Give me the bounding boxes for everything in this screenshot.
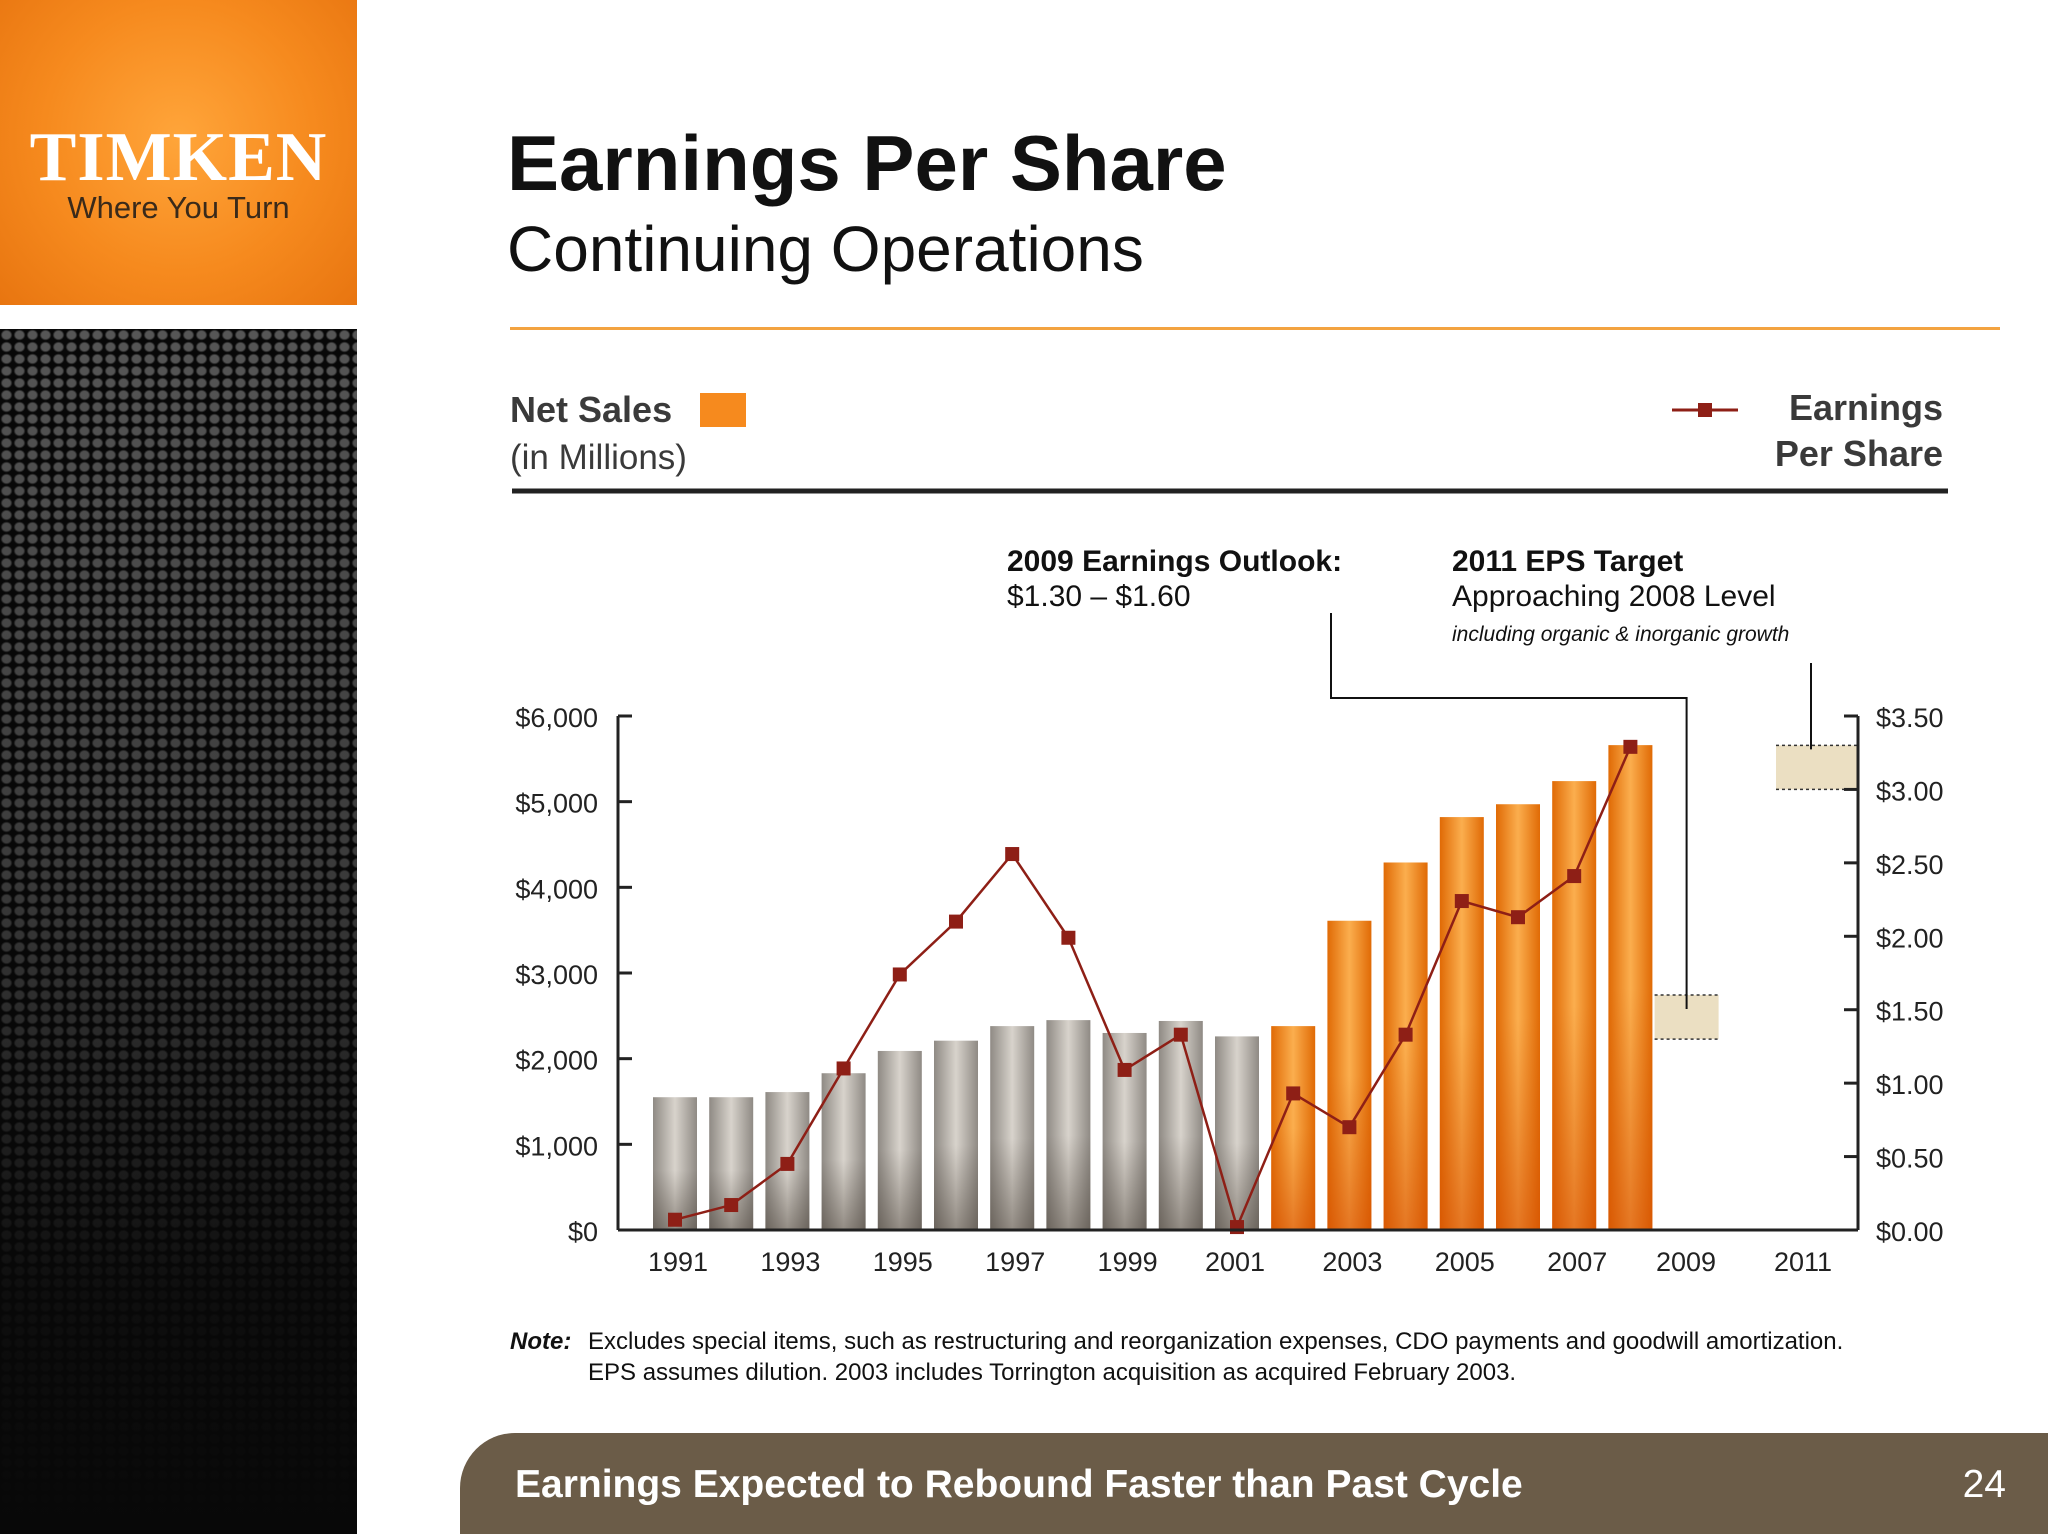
legend-bars-swatch	[700, 393, 746, 427]
footnote-line-2: EPS assumes dilution. 2003 includes Torr…	[588, 1359, 1517, 1386]
eps-point-2006	[1511, 910, 1525, 925]
right-tick-label-1: $0.50	[1876, 1144, 1944, 1174]
annotation-2011-subtext: including organic & inorganic growth	[1452, 623, 1789, 646]
net-sales-bar-shade-2001	[1215, 1036, 1259, 1230]
legend-bars-line1: Net Sales	[510, 389, 672, 430]
title-divider	[510, 327, 2000, 330]
eps-point-2007	[1567, 869, 1582, 884]
net-sales-bar-shade-2007	[1552, 781, 1597, 1230]
page-title: Earnings Per Share	[507, 119, 1227, 207]
legend-bars-line2: (in Millions)	[510, 438, 687, 477]
logo-box: TIMKEN Where You Turn	[0, 0, 357, 305]
x-tick-label-2005: 2005	[1435, 1247, 1495, 1277]
footer-bar: Earnings Expected to Rebound Faster than…	[460, 1433, 2048, 1534]
eps-line	[674, 746, 1632, 1231]
eps-point-1992	[724, 1198, 739, 1213]
eps-point-1995	[892, 967, 907, 982]
right-tick-label-5: $2.50	[1876, 850, 1944, 880]
left-tick-label-4: $4,000	[515, 874, 598, 904]
left-tick-label-0: $0	[568, 1217, 598, 1247]
left-tick-label-6: $6,000	[515, 703, 598, 733]
eps-point-1993	[780, 1156, 795, 1171]
x-tick-label-2007: 2007	[1547, 1247, 1607, 1277]
footer-message: Earnings Expected to Rebound Faster than…	[515, 1463, 1523, 1506]
left-tick-label-3: $3,000	[515, 960, 598, 990]
left-tick-label-2: $2,000	[515, 1046, 598, 1076]
eps-point-1996	[949, 914, 963, 929]
net-sales-bar-shade-1995	[877, 1050, 922, 1230]
eps-point-2005	[1454, 894, 1469, 909]
x-tick-label-2009: 2009	[1656, 1247, 1716, 1277]
net-sales-bar-shade-2005	[1439, 817, 1484, 1230]
right-tick-label-4: $2.00	[1876, 923, 1944, 953]
net-sales-bar-shade-2003	[1327, 920, 1372, 1230]
outlook-box-2011	[1776, 745, 1858, 790]
annotation-2011-title: 2011 EPS Target	[1452, 545, 1683, 578]
eps-point-2000	[1173, 1027, 1188, 1042]
annotation-2009-text: $1.30 – $1.60	[1007, 580, 1191, 613]
annotation-2009-leader	[1330, 613, 1688, 1010]
x-tick-label-2011: 2011	[1774, 1247, 1832, 1277]
right-tick-label-0: $0.00	[1876, 1217, 1944, 1247]
eps-point-1997	[1005, 847, 1020, 862]
eps-point-1991	[668, 1212, 682, 1227]
footnote-label: Note:	[510, 1328, 572, 1355]
x-tick-label-1991: 1991	[648, 1247, 708, 1277]
net-sales-bar-shade-2000	[1158, 1020, 1203, 1230]
left-tick-label-1: $1,000	[515, 1131, 598, 1161]
right-tick-label-6: $3.00	[1876, 776, 1944, 806]
legend-eps-line1: Earnings	[1789, 387, 1943, 428]
page-subtitle: Continuing Operations	[507, 213, 1144, 285]
side-pattern-fade	[0, 329, 357, 1534]
x-tick-label-2003: 2003	[1322, 1247, 1382, 1277]
eps-point-2008	[1623, 739, 1638, 754]
left-tick-label-5: $5,000	[515, 789, 598, 819]
net-sales-bar-shade-1999	[1102, 1032, 1147, 1230]
net-sales-bar-shade-2004	[1383, 862, 1428, 1230]
x-tick-label-1993: 1993	[760, 1247, 820, 1277]
x-tick-label-2001: 2001	[1205, 1247, 1265, 1277]
eps-point-1999	[1117, 1062, 1132, 1077]
chart-plot: $0 $1,000 $2,000 $3,000 $4,000 $5,000 $6,000 $0…	[515, 613, 1944, 1277]
eps-point-2002	[1286, 1086, 1301, 1101]
legend-eps-line2: Per Share	[1775, 433, 1943, 474]
right-tick-label-7: $3.50	[1876, 703, 1944, 733]
net-sales-bar-shade-1991	[653, 1097, 697, 1230]
net-sales-bar-shade-1998	[1046, 1020, 1091, 1230]
logo-brand: TIMKEN	[29, 119, 328, 196]
logo-tagline: Where You Turn	[67, 190, 290, 225]
eps-point-2004	[1398, 1027, 1413, 1042]
x-tick-label-1995: 1995	[873, 1247, 933, 1277]
eps-point-2003	[1342, 1120, 1357, 1135]
eps-point-1998	[1061, 930, 1076, 945]
net-sales-bar-shade-1997	[990, 1026, 1035, 1230]
net-sales-bar-shade-1996	[934, 1040, 978, 1230]
legend-eps-marker	[1698, 403, 1712, 417]
net-sales-bar-shade-2008	[1608, 745, 1653, 1230]
eps-point-1994	[836, 1061, 851, 1076]
page-number: 24	[1962, 1463, 2006, 1506]
right-tick-label-2: $1.00	[1876, 1070, 1944, 1100]
annotation-2009-title: 2009 Earnings Outlook:	[1007, 545, 1342, 578]
eps-point-2001	[1230, 1220, 1244, 1235]
x-tick-label-1999: 1999	[1098, 1247, 1158, 1277]
net-sales-bar-shade-2006	[1496, 804, 1540, 1230]
annotation-2011-text: Approaching 2008 Level	[1452, 580, 1776, 613]
net-sales-bar-shade-1994	[821, 1073, 866, 1230]
right-tick-label-3: $1.50	[1876, 997, 1944, 1027]
x-tick-label-1997: 1997	[985, 1247, 1045, 1277]
footnote-line-1: Excludes special items, such as restruct…	[588, 1328, 1844, 1355]
